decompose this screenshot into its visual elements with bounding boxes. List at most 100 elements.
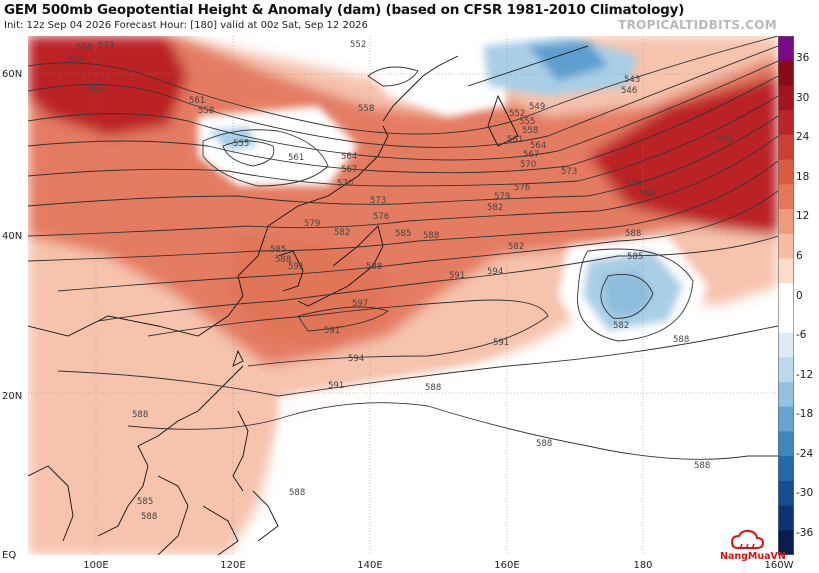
contour-label: 594 [348, 354, 364, 364]
contour-label: 573 [561, 167, 577, 177]
contour-label: 591 [449, 271, 465, 281]
contour-label: 588 [625, 229, 641, 239]
contour-label: 582 [508, 242, 524, 252]
colorbar-tick-label: 30 [796, 91, 810, 104]
contour-label: 558 [358, 104, 374, 114]
contour-label: 576 [514, 183, 530, 193]
contour-label: 597 [352, 299, 368, 309]
contour-label: 546 [621, 86, 637, 96]
contour-label: 579 [304, 219, 320, 229]
contour-label: 588 [694, 461, 710, 471]
colorbar-swatch [778, 382, 794, 408]
contour-label: 582 [613, 321, 629, 331]
lat-label-60n: 60N [2, 69, 23, 80]
contour-label: 543 [624, 75, 640, 85]
contour-label: 591 [324, 326, 340, 336]
contour-label: 588 [425, 383, 441, 393]
contour-label: 573 [98, 41, 114, 51]
colorbar-tick-label: 6 [796, 249, 803, 262]
colorbar-tick-label: 18 [796, 170, 810, 183]
lat-label-20n: 20N [2, 391, 23, 402]
contour-label: 558 [522, 126, 538, 136]
contour-label: 570 [337, 179, 353, 189]
contour-label: 579 [68, 56, 84, 66]
colorbar-tick-label: 24 [796, 131, 810, 144]
lon-label-120e: 120E [220, 560, 246, 571]
contour-label: 582 [487, 203, 503, 213]
contour-label: 585 [395, 229, 411, 239]
colorbar-tick-label: 0 [796, 289, 803, 302]
contour-label: 594 [487, 267, 503, 277]
colorbar-swatch [778, 283, 794, 309]
lat-label-eq: EQ [2, 550, 17, 561]
colorbar-swatch [778, 134, 794, 161]
anomaly-map: 5735765795825525615585555615585645675705… [28, 36, 778, 555]
contour-label: 591 [493, 338, 509, 348]
height-contours [28, 36, 778, 460]
colorbar-tick-label: 12 [796, 210, 810, 223]
contour-label: 567 [523, 150, 539, 160]
contour-label: 564 [530, 141, 546, 151]
contour-label: 588 [423, 231, 439, 241]
colorbar-swatch [778, 110, 794, 136]
colorbar-swatch [778, 85, 794, 111]
colorbar-swatch [778, 332, 794, 358]
colorbar-swatch [778, 36, 794, 62]
contour-label: 588 [289, 488, 305, 498]
contour-label: 585 [137, 497, 153, 507]
colorbar-tick-label: -24 [796, 447, 814, 460]
contour-label: 588 [366, 262, 382, 272]
colorbar-swatch [778, 60, 794, 86]
contour-label: 588 [132, 410, 148, 420]
contour-label: 582 [334, 228, 350, 238]
contour-label: 579 [494, 192, 510, 202]
contour-label: 552 [350, 40, 366, 50]
contour-label: 564 [341, 152, 357, 162]
contour-label: 585 [627, 252, 643, 262]
colorbar-tick-label: -6 [796, 329, 807, 342]
contour-label: 552 [509, 109, 525, 119]
contour-label: 555 [233, 139, 249, 149]
map-title: GEM 500mb Geopotential Height & Anomaly … [4, 2, 685, 18]
map-panel: 573 576 579 582 552 561 558 555 561 558 564 567 570 5… [28, 36, 778, 555]
colorbar-tick-label: -12 [796, 368, 814, 381]
lon-label-160e: 160E [494, 560, 520, 571]
contour-label: 561 [189, 96, 205, 106]
lon-label-180: 180 [633, 560, 653, 571]
colorbar-swatch [778, 307, 794, 334]
nangmua-logo [730, 529, 765, 550]
contour-label: 585 [626, 179, 642, 189]
colorbar-swatch [778, 233, 794, 259]
brand-watermark: TROPICALTIDBITS.COM [618, 18, 777, 32]
lon-label-160w: 160W [764, 560, 794, 571]
contour-label: 591 [717, 135, 733, 145]
contour-label: 591 [288, 262, 304, 272]
colorbar-swatch [778, 209, 794, 235]
colorbar-tick-label: -36 [796, 527, 814, 539]
logo-text: NangMuaVN [720, 551, 786, 562]
contour-label: 561 [288, 153, 304, 163]
colorbar-swatch [778, 184, 794, 210]
colorbar-swatch [778, 505, 794, 531]
lon-label-140e: 140E [357, 560, 383, 571]
contour-label: 570 [520, 160, 536, 170]
colorbar-swatch [778, 406, 794, 432]
colorbar-swatch [778, 456, 794, 482]
colorbar-tick-label: -30 [796, 487, 814, 500]
anomaly-shading [28, 36, 778, 555]
contour-label: 573 [370, 196, 386, 206]
lat-label-40n: 40N [2, 231, 23, 242]
lon-label-100e: 100E [83, 560, 109, 571]
contour-label: 582 [88, 84, 104, 94]
colorbar-swatch [778, 159, 794, 185]
contour-label: 588 [275, 255, 291, 265]
colorbar-swatch [778, 480, 794, 507]
colorbar-swatch [778, 258, 794, 284]
contour-label: 549 [529, 102, 545, 112]
contour-labels: 5735765795825525615585555615585645675705… [68, 40, 733, 522]
contour-label: 591 [328, 381, 344, 391]
contour-label: 588 [141, 512, 157, 522]
contour-label: 555 [519, 117, 535, 127]
contour-label: 558 [198, 106, 214, 116]
colorbar-swatch [778, 357, 794, 383]
